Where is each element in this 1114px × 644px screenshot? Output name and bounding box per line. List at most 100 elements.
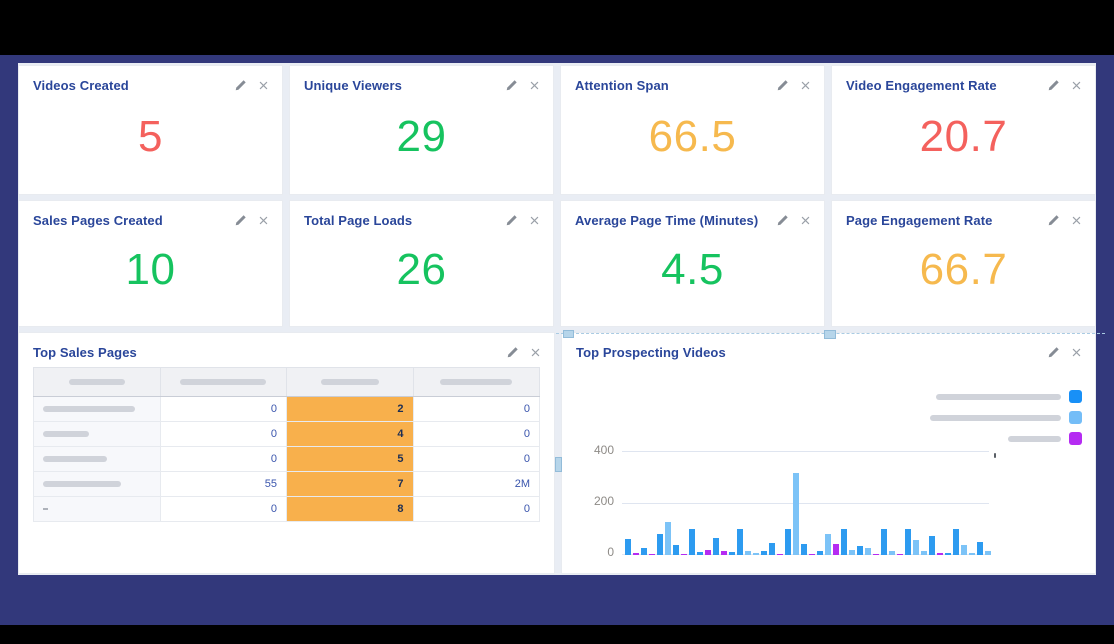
metric-card: Videos Created 5 [18,65,283,195]
edit-icon[interactable] [1047,214,1060,227]
table-header-cell [159,367,287,397]
table-value-cell: 0 [412,496,540,522]
card-title: Sales Pages Created [33,213,163,228]
row-label-cell [33,421,161,447]
card-title: Unique Viewers [304,78,402,93]
resize-handle-left-middle[interactable] [555,457,562,472]
table-row[interactable]: 55 7 2M [33,471,540,497]
table-header-cell [33,367,161,397]
close-icon[interactable] [1071,215,1082,226]
redacted-row-label [43,406,135,412]
metric-value: 20.7 [919,111,1008,161]
bar [673,545,679,555]
redacted-row-label [43,481,121,487]
legend-item[interactable] [930,411,1082,424]
bar [969,553,975,555]
dashboard-panel: Videos Created 5 Unique Viewers 29 Attention… [18,63,1105,575]
bar [921,551,927,555]
stray-mark [994,453,996,458]
table-value-cell: 0 [412,396,540,422]
resize-handle-top-left[interactable] [563,330,574,338]
bar [977,542,983,555]
top-prospecting-videos-card: Top Prospecting Videos 400 200 0 [555,330,1105,574]
close-icon[interactable] [530,347,541,358]
bar [945,553,951,555]
metric-card: Attention Span 66.5 [560,65,825,195]
redacted-legend-label [936,393,1061,400]
legend-item[interactable] [936,390,1082,403]
card-title: Total Page Loads [304,213,413,228]
metric-card: Total Page Loads 26 [289,200,554,327]
bar [697,552,703,555]
top-sales-pages-card: Top Sales Pages 0 2 0 0 4 0 0 5 0 55 7 2M 0 8 0 [18,332,555,574]
resize-handle-top-center[interactable] [823,330,836,339]
bar [937,553,943,555]
redacted-legend-label [1008,435,1061,442]
close-icon[interactable] [258,80,269,91]
table-value-cell: 0 [159,496,287,522]
edit-icon[interactable] [776,79,789,92]
bar [705,550,711,555]
bar [897,554,903,555]
close-icon[interactable] [529,215,540,226]
bar [745,551,751,555]
redacted-row-label [43,508,48,511]
table-value-cell: 8 [286,496,414,522]
table-value-cell: 0 [412,446,540,472]
metric-value: 5 [138,111,163,161]
edit-icon[interactable] [234,79,247,92]
bar [689,529,695,555]
bar [913,540,919,555]
bar [961,545,967,555]
edit-icon[interactable] [505,214,518,227]
card-title: Top Sales Pages [33,345,137,360]
close-icon[interactable] [1071,347,1082,358]
metric-value: 66.7 [919,245,1008,294]
card-title: Videos Created [33,78,129,93]
edit-icon[interactable] [506,346,519,359]
close-icon[interactable] [1071,80,1082,91]
edit-icon[interactable] [776,214,789,227]
bottom-row: Top Sales Pages 0 2 0 0 4 0 0 5 0 55 7 2M 0 8 0 Top Pr… [18,330,1105,574]
bar [729,552,735,555]
table-value-cell: 2 [286,396,414,422]
legend-item[interactable] [1008,432,1082,445]
bar [625,539,631,555]
metric-row-2: Sales Pages Created 10 Total Page Loads 26 A… [18,200,1096,327]
card-title: Page Engagement Rate [846,213,993,228]
metric-value: 10 [125,245,176,294]
redacted-header-text [180,379,267,385]
close-icon[interactable] [800,80,811,91]
table-header-cell [412,367,540,397]
bar [665,522,671,555]
bar [833,544,839,555]
edit-icon[interactable] [1047,346,1060,359]
metric-card: Sales Pages Created 10 [18,200,283,327]
bar [857,546,863,555]
bar [649,554,655,555]
card-title: Attention Span [575,78,669,93]
close-icon[interactable] [529,80,540,91]
bar [737,529,743,555]
edit-icon[interactable] [1047,79,1060,92]
bar [873,554,879,555]
table-value-cell: 55 [159,471,287,497]
legend-swatch [1069,432,1082,445]
table-value-cell: 0 [159,396,287,422]
y-tick-0: 0 [607,545,614,559]
table-header-cell [286,367,414,397]
bar [953,529,959,555]
edit-icon[interactable] [234,214,247,227]
metric-value: 26 [396,245,447,294]
metric-value: 29 [396,111,447,161]
y-tick-200: 200 [593,494,614,508]
close-icon[interactable] [800,215,811,226]
bar [777,554,783,555]
close-icon[interactable] [258,215,269,226]
card-title: Video Engagement Rate [846,78,997,93]
edit-icon[interactable] [505,79,518,92]
